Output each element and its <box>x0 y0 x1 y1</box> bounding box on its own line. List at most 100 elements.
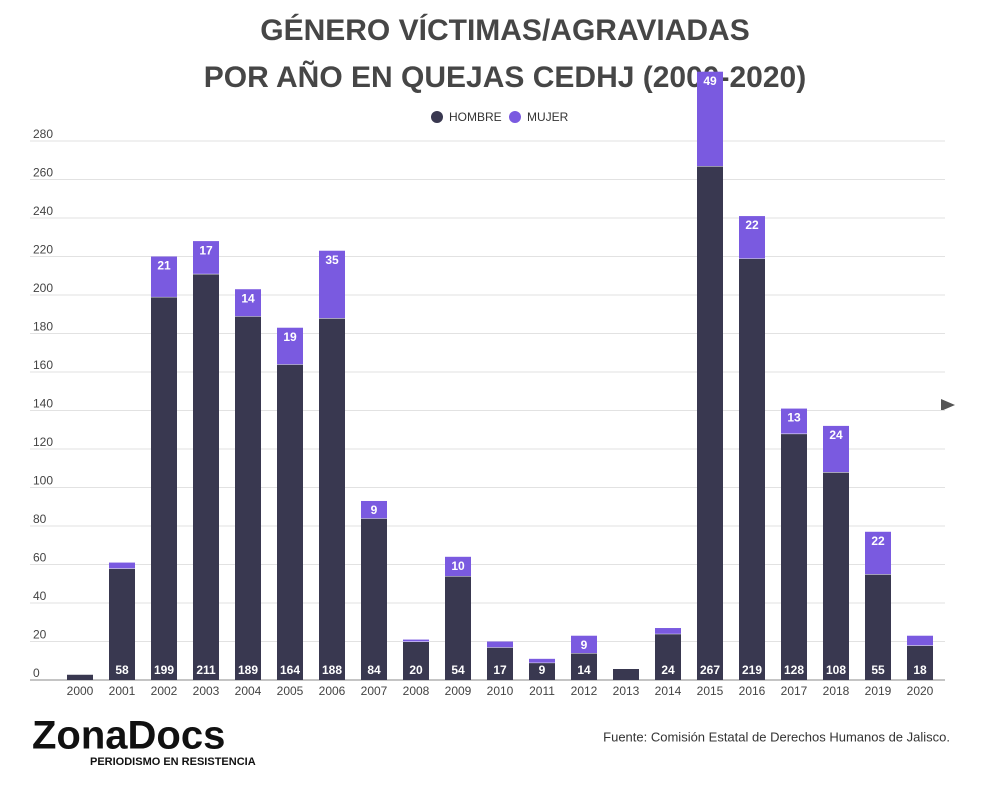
bar-segment <box>445 576 471 680</box>
x-tick-label: 2015 <box>697 684 724 698</box>
bar-segment <box>697 166 723 680</box>
y-tick-label: 240 <box>33 204 53 218</box>
data-label: 21 <box>157 259 171 273</box>
bar-segment <box>193 273 219 680</box>
x-tick-label: 2006 <box>319 684 346 698</box>
bar-segment <box>529 658 555 663</box>
bar-segment <box>571 653 597 680</box>
bar-segment <box>235 316 261 680</box>
data-label: 24 <box>661 663 675 677</box>
data-label: 10 <box>451 559 465 573</box>
data-label: 188 <box>322 663 342 677</box>
bar-segment <box>739 216 765 259</box>
legend-label: HOMBRE <box>449 110 502 124</box>
x-tick-label: 2013 <box>613 684 640 698</box>
logo: ZonaDocs <box>32 714 225 758</box>
bar-segment <box>823 425 849 473</box>
bar-segment <box>319 250 345 319</box>
x-tick-label: 2008 <box>403 684 430 698</box>
data-label: 13 <box>787 411 801 425</box>
bar-segment <box>361 500 387 519</box>
bar-segment <box>235 289 261 317</box>
data-label: 54 <box>451 663 465 677</box>
x-tick-label: 2007 <box>361 684 388 698</box>
x-tick-label: 2003 <box>193 684 220 698</box>
bar-segment <box>361 518 387 680</box>
bar-segment <box>823 472 849 680</box>
data-label: 84 <box>367 663 381 677</box>
y-tick-label: 100 <box>33 474 53 488</box>
data-label: 17 <box>493 663 507 677</box>
x-tick-label: 2010 <box>487 684 514 698</box>
data-label: 55 <box>871 663 885 677</box>
x-tick-label: 2017 <box>781 684 808 698</box>
data-label: 9 <box>539 663 546 677</box>
data-label: 17 <box>199 243 213 257</box>
chart-title: GÉNERO VÍCTIMAS/AGRAVIADAS <box>260 13 749 47</box>
data-label: 14 <box>241 291 255 305</box>
data-label: 58 <box>115 663 129 677</box>
bar-segment <box>403 641 429 680</box>
bar-segment <box>781 433 807 680</box>
data-label: 19 <box>283 330 297 344</box>
bar-segment <box>487 641 513 648</box>
bar-segment <box>739 258 765 680</box>
y-tick-label: 20 <box>33 628 47 642</box>
bar-segment <box>193 241 219 274</box>
bar-segment <box>865 531 891 575</box>
x-tick-label: 2018 <box>823 684 850 698</box>
y-tick-label: 220 <box>33 243 53 257</box>
y-tick-label: 160 <box>33 358 53 372</box>
x-tick-label: 2020 <box>907 684 934 698</box>
bar-segment <box>529 662 555 680</box>
y-tick-label: 260 <box>33 166 53 180</box>
data-label: 22 <box>871 534 885 548</box>
data-label: 14 <box>577 663 591 677</box>
data-label: 219 <box>742 663 762 677</box>
y-tick-label: 200 <box>33 281 53 295</box>
bar-segment <box>781 408 807 434</box>
data-label: 128 <box>784 663 804 677</box>
data-label: 211 <box>196 663 216 677</box>
data-label: 9 <box>581 638 588 652</box>
bar-segment <box>907 635 933 646</box>
data-label: 35 <box>325 253 339 267</box>
legend-marker <box>509 111 521 123</box>
y-tick-label: 120 <box>33 435 53 449</box>
legend-marker <box>431 111 443 123</box>
bar-segment <box>151 256 177 297</box>
arrow-icon <box>941 399 955 411</box>
data-label: 164 <box>280 663 300 677</box>
data-label: 24 <box>829 428 843 442</box>
y-tick-label: 0 <box>33 666 40 680</box>
x-tick-label: 2004 <box>235 684 262 698</box>
x-tick-label: 2001 <box>109 684 136 698</box>
bar-segment <box>655 628 681 634</box>
y-tick-label: 180 <box>33 320 53 334</box>
bar-segment <box>445 556 471 577</box>
data-label: 18 <box>913 663 927 677</box>
x-tick-label: 2000 <box>67 684 94 698</box>
x-tick-label: 2016 <box>739 684 766 698</box>
bar-segment <box>403 639 429 642</box>
bar-segment <box>109 562 135 569</box>
bar-segment <box>571 635 597 654</box>
data-label: 9 <box>371 503 378 517</box>
x-tick-label: 2011 <box>529 684 555 698</box>
data-label: 189 <box>238 663 258 677</box>
x-tick-label: 2005 <box>277 684 304 698</box>
y-tick-label: 80 <box>33 512 47 526</box>
y-tick-label: 280 <box>33 127 53 141</box>
data-label: 267 <box>700 663 720 677</box>
legend-label: MUJER <box>527 110 569 124</box>
data-label: 49 <box>703 74 717 88</box>
bar-segment <box>907 645 933 680</box>
bar-segment <box>151 296 177 680</box>
x-tick-label: 2012 <box>571 684 598 698</box>
data-label: 20 <box>409 663 423 677</box>
x-tick-label: 2009 <box>445 684 472 698</box>
bar-segment <box>865 574 891 680</box>
bar-segment <box>277 327 303 365</box>
y-tick-label: 60 <box>33 551 47 565</box>
